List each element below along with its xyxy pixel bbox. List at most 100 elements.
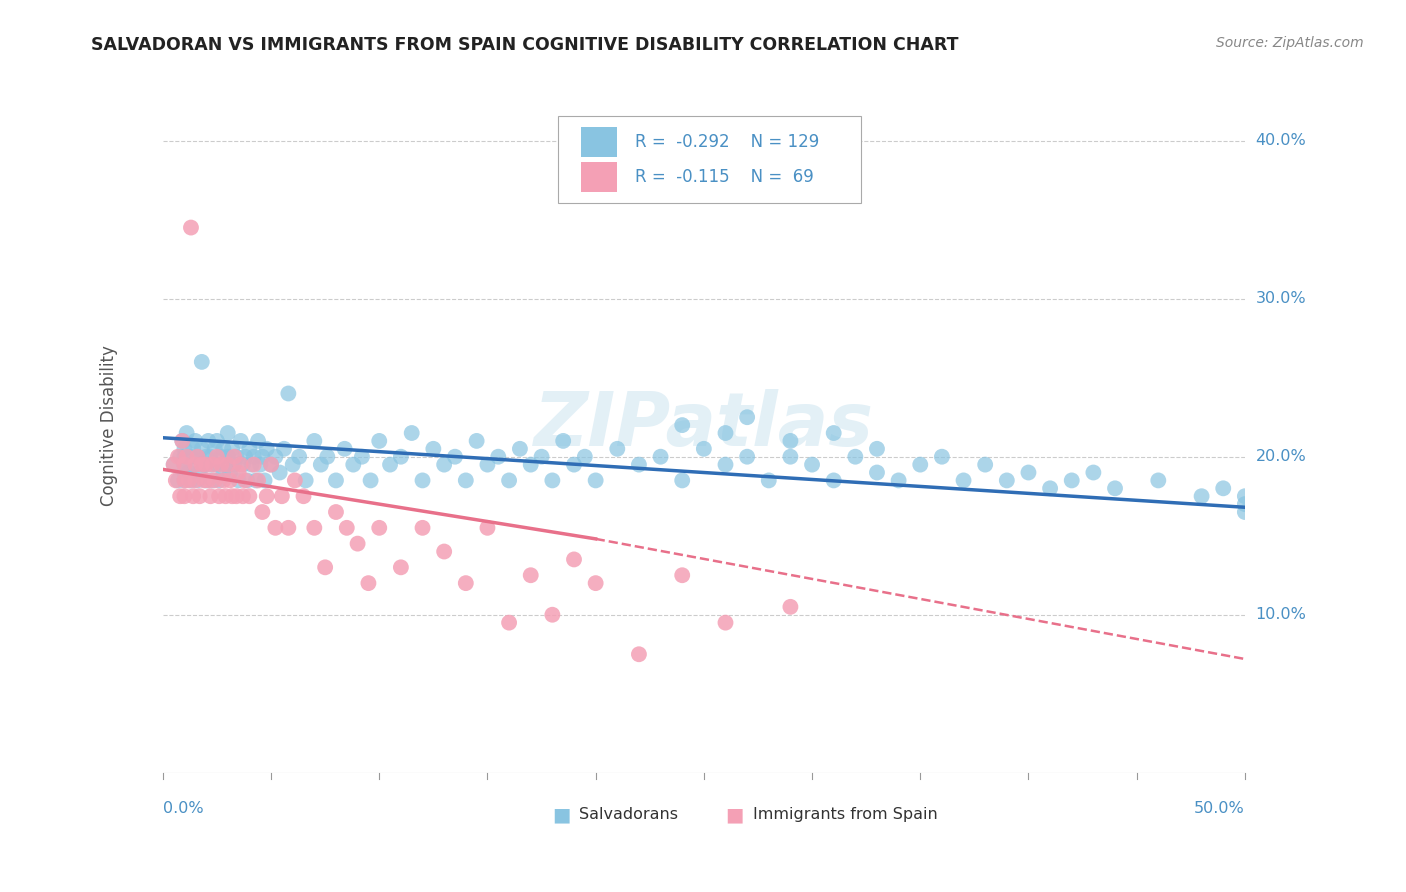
- Point: [389, 560, 412, 574]
- Point: [433, 458, 456, 472]
- Point: [1060, 474, 1083, 488]
- Point: [574, 450, 596, 464]
- Point: [498, 615, 520, 630]
- Point: [173, 466, 195, 480]
- Point: [173, 442, 195, 456]
- Point: [214, 458, 236, 472]
- Point: [195, 458, 218, 472]
- Point: [193, 458, 215, 472]
- Point: [342, 458, 364, 472]
- Point: [273, 442, 295, 456]
- Point: [498, 474, 520, 488]
- Point: [173, 474, 195, 488]
- Point: [281, 458, 304, 472]
- Point: [292, 489, 315, 503]
- Point: [245, 474, 267, 488]
- Point: [163, 458, 186, 472]
- Point: [1233, 489, 1256, 503]
- Point: [201, 458, 224, 472]
- Point: [214, 489, 236, 503]
- Text: Cognitive Disability: Cognitive Disability: [100, 344, 118, 506]
- Point: [200, 450, 222, 464]
- Point: [887, 474, 910, 488]
- Point: [249, 458, 271, 472]
- Point: [995, 474, 1018, 488]
- Point: [325, 474, 347, 488]
- Point: [201, 474, 224, 488]
- Point: [176, 450, 198, 464]
- Point: [553, 434, 575, 448]
- Point: [530, 450, 553, 464]
- Point: [541, 474, 564, 488]
- Text: 10.0%: 10.0%: [1256, 607, 1306, 623]
- Point: [357, 576, 380, 591]
- Point: [1104, 481, 1126, 495]
- Point: [952, 474, 974, 488]
- Point: [509, 442, 531, 456]
- Point: [180, 220, 202, 235]
- Point: [519, 568, 541, 582]
- Point: [256, 442, 278, 456]
- Point: [200, 489, 222, 503]
- Point: [195, 474, 218, 488]
- Point: [801, 458, 824, 472]
- Point: [758, 474, 780, 488]
- Point: [650, 450, 672, 464]
- Point: [212, 466, 235, 480]
- Point: [277, 521, 299, 535]
- Point: [225, 489, 247, 503]
- Point: [247, 474, 270, 488]
- Point: [176, 425, 198, 440]
- Point: [177, 466, 200, 480]
- Point: [188, 466, 211, 480]
- Text: R =  -0.115    N =  69: R = -0.115 N = 69: [634, 168, 813, 186]
- Point: [974, 458, 997, 472]
- Point: [368, 521, 391, 535]
- Point: [225, 450, 247, 464]
- Point: [714, 425, 737, 440]
- Point: [350, 450, 373, 464]
- FancyBboxPatch shape: [581, 127, 617, 157]
- Point: [252, 450, 274, 464]
- Point: [233, 474, 256, 488]
- Point: [486, 450, 509, 464]
- Point: [173, 474, 195, 488]
- Point: [1233, 497, 1256, 511]
- Point: [931, 450, 953, 464]
- Point: [866, 442, 889, 456]
- Point: [336, 521, 359, 535]
- Point: [671, 418, 693, 433]
- Point: [163, 458, 186, 472]
- Point: [217, 450, 239, 464]
- Point: [236, 474, 259, 488]
- Point: [1083, 466, 1105, 480]
- Point: [167, 450, 190, 464]
- Point: [823, 425, 845, 440]
- Point: [519, 458, 541, 472]
- Point: [346, 536, 368, 550]
- Point: [288, 450, 311, 464]
- Point: [165, 474, 187, 488]
- Point: [219, 466, 242, 480]
- Point: [212, 474, 235, 488]
- Point: [256, 489, 278, 503]
- Point: [173, 458, 195, 472]
- Point: [627, 458, 650, 472]
- Point: [477, 521, 499, 535]
- Point: [224, 458, 246, 472]
- Point: [309, 458, 332, 472]
- Point: [208, 489, 231, 503]
- Point: [184, 458, 207, 472]
- Point: [172, 434, 194, 448]
- Point: [269, 466, 291, 480]
- Point: [714, 615, 737, 630]
- Point: [229, 458, 252, 472]
- Point: [378, 458, 401, 472]
- Text: 20.0%: 20.0%: [1256, 450, 1306, 464]
- Point: [735, 450, 758, 464]
- Point: [191, 355, 214, 369]
- Point: [627, 647, 650, 661]
- Text: 40.0%: 40.0%: [1256, 133, 1306, 148]
- Point: [200, 458, 222, 472]
- Point: [844, 450, 866, 464]
